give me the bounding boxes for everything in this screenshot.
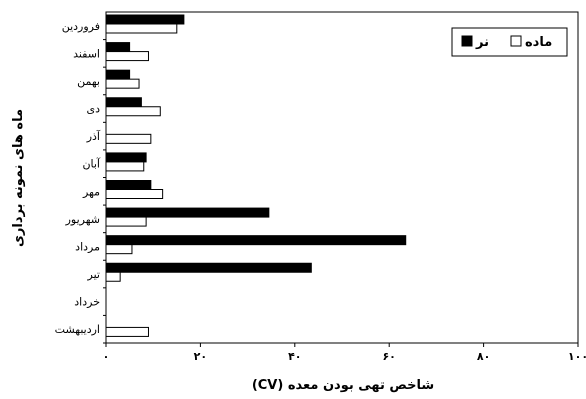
y-tick-label: شهریور: [65, 213, 100, 226]
bar-female: [105, 78, 140, 89]
bar-male: [105, 262, 312, 273]
legend-box: [451, 27, 568, 57]
bar-female: [105, 51, 149, 62]
y-tick-label: اردیبهشت: [55, 323, 100, 336]
bar-male: [105, 69, 131, 80]
plot-area: [105, 11, 579, 344]
bar-female: [105, 271, 121, 282]
bar-female: [105, 161, 145, 172]
legend: نر ماده: [451, 27, 568, 57]
y-tick-label: دی: [86, 103, 100, 116]
bar-male: [105, 42, 131, 53]
bar-male: [105, 152, 147, 163]
x-tick-label: ۴۰: [288, 350, 301, 363]
bar-female: [105, 106, 161, 117]
y-tick-label: تیر: [87, 268, 100, 281]
legend-label-male: نر: [475, 35, 489, 50]
y-tick-label: مرداد: [75, 240, 100, 253]
y-tick-label: آذر: [86, 129, 101, 143]
bar-male: [105, 97, 142, 108]
y-tick-label: اسفند: [73, 47, 100, 60]
legend-swatch-female: [510, 35, 522, 47]
bar-female: [105, 244, 133, 255]
legend-label-female: ماده: [525, 35, 552, 50]
bar-male: [105, 207, 270, 218]
y-tick-label: بهمن: [77, 75, 100, 88]
bar-female: [105, 23, 178, 34]
y-axis-title: ماه های نمونه برداری: [11, 109, 26, 247]
bar-female: [105, 189, 164, 199]
y-tick-label: آبان: [82, 157, 100, 171]
x-axis-ticks: ۰ ۲۰ ۴۰ ۶۰ ۸۰ ۱۰۰: [103, 343, 586, 363]
bar-male: [105, 235, 407, 246]
plot-frame: [105, 11, 579, 344]
bar-male: [105, 14, 185, 25]
x-tick-label: ۶۰: [382, 350, 395, 363]
bar-female: [105, 216, 147, 227]
legend-swatch-male: [461, 35, 473, 47]
x-tick-label: ۸۰: [477, 350, 490, 363]
x-axis-title: شاخص تهی بودن معده (CV): [252, 378, 434, 393]
y-axis-labels: فروردین اسفند بهمن دی آذر آبان مهر شهریور مرداد ت…: [55, 20, 106, 344]
bar-male: [105, 180, 152, 190]
bar-female: [105, 133, 152, 144]
x-tick-label: ۱۰۰: [568, 350, 586, 363]
bar-female: [105, 326, 149, 337]
x-tick-label: ۰: [103, 350, 110, 363]
y-tick-label: خرداد: [74, 296, 100, 309]
y-tick-label: فروردین: [62, 20, 100, 33]
x-tick-label: ۲۰: [194, 350, 207, 363]
y-tick-label: مهر: [82, 185, 100, 198]
